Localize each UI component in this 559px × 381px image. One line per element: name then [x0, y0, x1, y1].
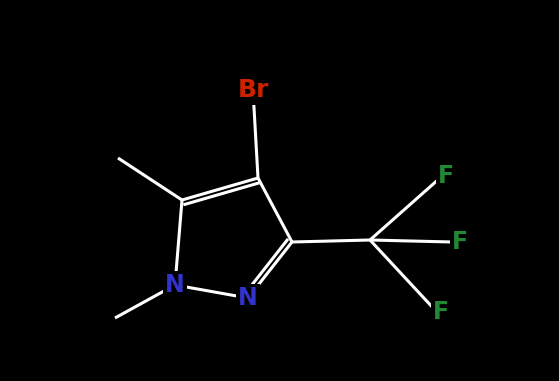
Text: F: F: [452, 230, 468, 254]
Text: F: F: [433, 300, 449, 324]
Text: N: N: [238, 286, 258, 310]
Text: F: F: [438, 164, 454, 188]
Text: Br: Br: [238, 78, 269, 102]
Text: N: N: [165, 273, 185, 297]
